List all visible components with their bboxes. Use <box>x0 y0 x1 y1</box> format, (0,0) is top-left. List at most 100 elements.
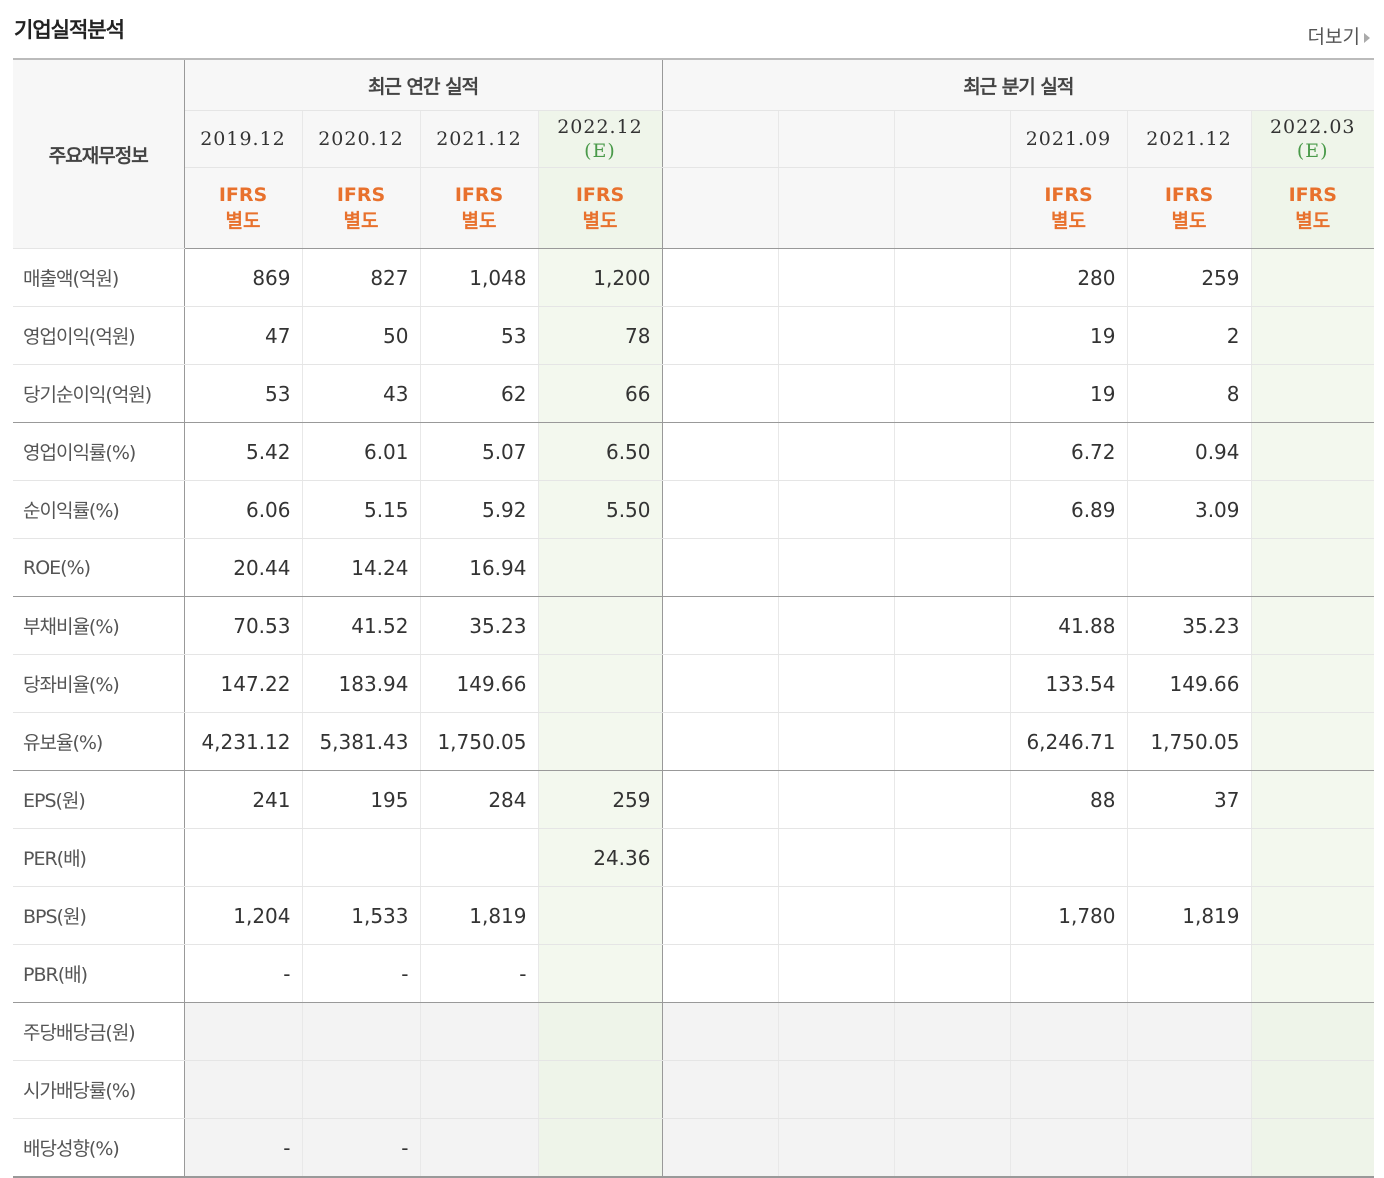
table-cell: - <box>183 944 302 1003</box>
table-row: PER(배) 24.36 <box>13 828 1374 887</box>
table-cell <box>777 944 894 1003</box>
table-cell: 5.07 <box>419 422 538 481</box>
row-label: PER(배) <box>13 828 185 887</box>
table-cell: 259 <box>1126 248 1251 307</box>
row-label: 유보율(%) <box>13 712 185 771</box>
table-row: 유보율(%) 4,231.12 5,381.43 1,750.05 6,246.71 1,… <box>13 712 1374 771</box>
table-cell: 147.22 <box>183 654 302 713</box>
basis-header <box>893 167 1010 249</box>
table-cell: 43 <box>301 364 420 423</box>
table-cell <box>537 654 663 713</box>
table-cell: 20.44 <box>183 538 302 597</box>
basis-label: IFRS <box>218 184 268 206</box>
table-cell: 66 <box>537 364 663 423</box>
table-cell <box>1009 1060 1127 1119</box>
table-cell <box>1250 886 1374 945</box>
row-label: 당좌비율(%) <box>13 654 185 713</box>
table-cell <box>1250 1002 1374 1061</box>
table-cell: 869 <box>183 248 302 307</box>
table-cell <box>1009 1118 1127 1178</box>
period-header: 2022.12 (E) <box>537 110 663 168</box>
table-cell <box>1126 1118 1251 1178</box>
table-cell <box>661 770 778 829</box>
table-cell <box>537 538 663 597</box>
table-cell <box>419 1060 538 1119</box>
table-cell <box>537 712 663 771</box>
basis-type-label: 별도 <box>225 210 261 232</box>
table-cell <box>1126 944 1251 1003</box>
period-header: 2022.03 (E) <box>1250 110 1374 168</box>
table-cell <box>1126 828 1251 887</box>
table-cell <box>1250 538 1374 597</box>
table-row: 배당성향(%) - - <box>13 1118 1374 1178</box>
table-cell <box>1250 480 1374 539</box>
row-label: 부채비율(%) <box>13 596 185 655</box>
table-cell: 1,200 <box>537 248 663 307</box>
table-cell <box>893 1002 1010 1061</box>
table-cell: 8 <box>1126 364 1251 423</box>
table-cell: 1,780 <box>1009 886 1127 945</box>
basis-header: IFRS 별도 <box>301 167 420 249</box>
table-cell: 5.50 <box>537 480 663 539</box>
table-cell: 0.94 <box>1126 422 1251 481</box>
table-row: 당좌비율(%) 147.22 183.94 149.66 133.54 149.66 <box>13 654 1374 713</box>
table-cell <box>893 944 1010 1003</box>
period-header <box>661 110 778 168</box>
table-cell <box>301 828 420 887</box>
table-cell: - <box>301 1118 420 1178</box>
table-cell <box>893 770 1010 829</box>
table-cell <box>1250 654 1374 713</box>
table-cell: 35.23 <box>419 596 538 655</box>
table-row: PBR(배) - - - <box>13 944 1374 1003</box>
estimate-label: (E) <box>584 140 616 162</box>
table-cell <box>777 306 894 365</box>
table-cell <box>661 1060 778 1119</box>
table-cell: 1,750.05 <box>1126 712 1251 771</box>
period-label: 2021.09 <box>1025 128 1112 150</box>
basis-label: IFRS <box>1288 184 1337 206</box>
table-cell <box>301 1060 420 1119</box>
quarter-group-header: 최근 분기 실적 <box>661 59 1374 111</box>
row-label: 시가배당률(%) <box>13 1060 185 1119</box>
table-cell: 149.66 <box>1126 654 1251 713</box>
row-label: 영업이익률(%) <box>13 422 185 481</box>
basis-label: IFRS <box>336 184 386 206</box>
row-label: 당기순이익(억원) <box>13 364 185 423</box>
table-cell <box>1009 538 1127 597</box>
basis-type-label: 별도 <box>582 210 618 232</box>
estimate-label: (E) <box>1296 140 1329 162</box>
table-cell <box>537 596 663 655</box>
table-row: BPS(원) 1,204 1,533 1,819 1,780 1,819 <box>13 886 1374 945</box>
table-cell: 1,533 <box>301 886 420 945</box>
table-cell <box>1250 248 1374 307</box>
table-cell: 19 <box>1009 306 1127 365</box>
table-cell: 41.88 <box>1009 596 1127 655</box>
table-cell: 1,819 <box>419 886 538 945</box>
table-cell <box>419 828 538 887</box>
basis-header <box>777 167 894 249</box>
basis-label: IFRS <box>1044 184 1093 206</box>
table-cell: 1,204 <box>183 886 302 945</box>
more-link[interactable]: 더보기 <box>1308 22 1370 49</box>
table-cell <box>777 654 894 713</box>
table-row: 당기순이익(억원) 53 43 62 66 19 8 <box>13 364 1374 423</box>
table-cell: 62 <box>419 364 538 423</box>
table-cell <box>1250 596 1374 655</box>
table-cell: 6.72 <box>1009 422 1127 481</box>
table-cell: 3.09 <box>1126 480 1251 539</box>
table-row: 시가배당률(%) <box>13 1060 1374 1119</box>
period-header <box>777 110 894 168</box>
table-cell <box>419 1118 538 1178</box>
table-cell: - <box>301 944 420 1003</box>
table-cell: 284 <box>419 770 538 829</box>
basis-header: IFRS 별도 <box>537 167 663 249</box>
table-cell <box>537 1060 663 1119</box>
period-label: 2021.12 <box>1146 128 1232 150</box>
table-cell <box>1009 828 1127 887</box>
basis-header: IFRS 별도 <box>183 167 302 249</box>
period-header: 2021.09 <box>1009 110 1127 168</box>
table-cell: 70.53 <box>183 596 302 655</box>
table-cell <box>419 1002 538 1061</box>
table-cell <box>661 1118 778 1178</box>
financial-table: 주요재무정보 최근 연간 실적 최근 분기 실적 2019.12 2020.12 2021… <box>13 58 1374 1178</box>
